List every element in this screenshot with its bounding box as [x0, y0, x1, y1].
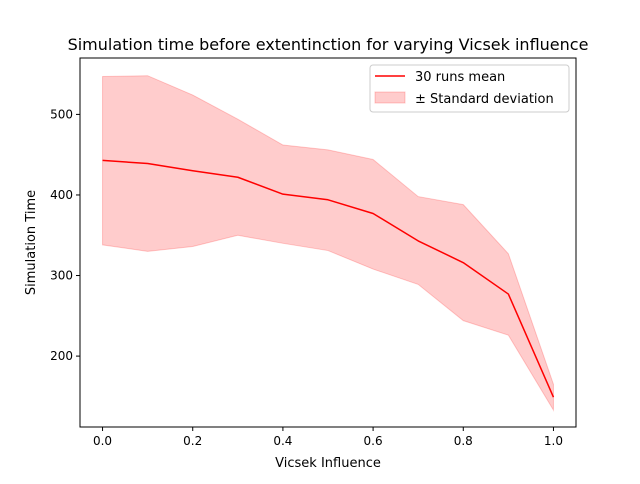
x-axis-label: Vicsek Influence	[275, 456, 381, 471]
y-axis-label: Simulation Time	[24, 190, 39, 295]
plot-area	[102, 75, 555, 412]
legend-band-swatch	[374, 91, 406, 104]
x-tick-label: 0.6	[364, 434, 383, 448]
legend-mean-label: 30 runs mean	[415, 70, 505, 85]
x-axis-ticks: 0.0 0.2 0.4 0.6 0.8 1.0	[93, 427, 563, 448]
legend-box	[369, 64, 570, 113]
x-tick-label: 0.0	[93, 434, 112, 448]
x-tick-label: 0.4	[273, 434, 292, 448]
legend-band-label: ± Standard deviation	[415, 92, 554, 107]
chart-title: Simulation time before extentinction for…	[68, 35, 589, 54]
legend: 30 runs mean ± Standard deviation	[369, 64, 570, 113]
y-axis-ticks: 200 300 400 500	[50, 107, 80, 363]
y-tick-label: 300	[50, 269, 73, 283]
x-tick-label: 0.2	[183, 434, 202, 448]
std-deviation-band	[102, 75, 554, 412]
mean-line	[102, 159, 555, 398]
x-tick-label: 1.0	[544, 434, 563, 448]
x-tick-label: 0.8	[454, 434, 473, 448]
y-tick-label: 400	[50, 188, 73, 202]
axes-frame	[79, 57, 577, 428]
y-tick-label: 200	[50, 349, 73, 363]
y-tick-label: 500	[50, 107, 73, 121]
